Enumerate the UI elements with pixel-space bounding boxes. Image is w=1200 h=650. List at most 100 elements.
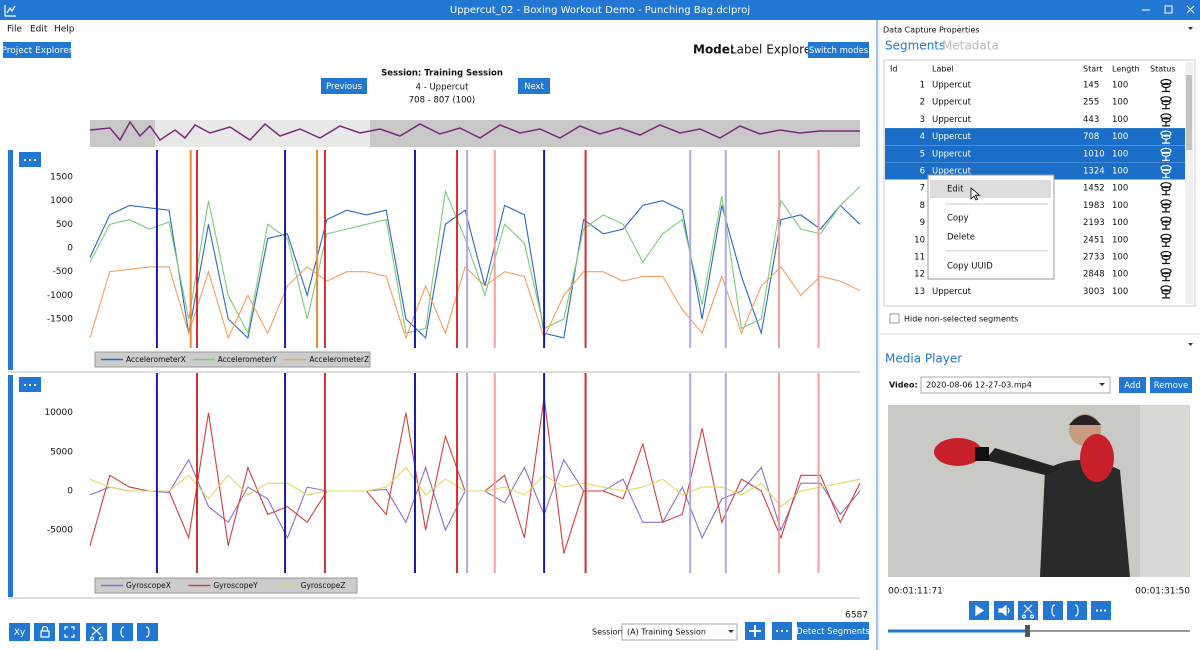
- brace-close-glyph: [145, 626, 150, 638]
- menu-item: File: [7, 25, 23, 35]
- cell-length: 100: [1112, 287, 1128, 297]
- brace-open-button[interactable]: [112, 623, 133, 641]
- status-icon: [1160, 233, 1172, 247]
- cell-label: Uppercut: [932, 132, 972, 142]
- seek-thumb[interactable]: [1025, 625, 1030, 637]
- xy-icon-label: Xy: [14, 628, 26, 638]
- detect-segments-button-label: Detect Segments: [796, 627, 870, 637]
- cell-id: 4: [920, 132, 925, 142]
- y-tick-label: -5000: [47, 526, 73, 536]
- more-icon: [1095, 609, 1107, 612]
- column-header: Id: [890, 65, 897, 74]
- cell-id: 2: [920, 98, 925, 108]
- status-glyph: [1162, 173, 1170, 179]
- previous-button-label: Previous: [326, 82, 362, 92]
- context-menu-label: Delete: [947, 233, 975, 243]
- menu-item: Edit: [30, 25, 48, 35]
- cell-id: 10: [914, 235, 925, 245]
- scissors-button[interactable]: [86, 623, 107, 641]
- time-total: 00:01:31:50: [1135, 587, 1190, 597]
- cut-button[interactable]: [1018, 601, 1038, 620]
- mark-in-button[interactable]: [1043, 601, 1063, 620]
- row-highlight[interactable]: [885, 145, 1185, 163]
- cell-id: 11: [914, 253, 925, 263]
- y-tick-label: 1000: [50, 196, 73, 206]
- scroll-thumb[interactable]: [1186, 75, 1192, 150]
- mouse-cursor: [970, 187, 981, 201]
- legend: [94, 351, 371, 368]
- status-glyph: [1162, 242, 1170, 247]
- mark-in-icon: [1051, 604, 1056, 617]
- chart-1-menu[interactable]: [19, 152, 41, 167]
- maximize[interactable]: [1164, 5, 1173, 14]
- add-video-button-label: Add: [1124, 381, 1140, 391]
- add-video-button[interactable]: [1119, 377, 1146, 393]
- more-dot: [1099, 609, 1103, 612]
- chart-2-menu[interactable]: [19, 377, 41, 392]
- previous-button[interactable]: [321, 78, 367, 94]
- hide-checkbox[interactable]: [889, 313, 900, 324]
- close[interactable]: [1186, 5, 1195, 14]
- status-glyph: [1160, 164, 1172, 172]
- status-glyph: [1162, 190, 1170, 196]
- y-tick-label: 500: [56, 220, 73, 230]
- switch-modes-button-label: Switch modes: [809, 46, 869, 56]
- session-name: Session: Training Session: [381, 69, 503, 79]
- detect-segments-button[interactable]: [797, 622, 869, 640]
- y-tick-label: -500: [53, 267, 74, 277]
- status-glyph: [1162, 293, 1170, 299]
- dropdown-arrow: [1099, 383, 1105, 386]
- brace-close-button[interactable]: [137, 623, 158, 641]
- status-glyph: [1160, 285, 1172, 292]
- window-title: Uppercut_02 - Boxing Workout Demo - Punc…: [450, 5, 750, 16]
- cut-glyph: [1022, 604, 1035, 619]
- xy-button[interactable]: [9, 623, 30, 641]
- status-icon: [1160, 113, 1172, 127]
- legend: [94, 577, 358, 594]
- status-icon: [1160, 268, 1172, 282]
- cell-length: 100: [1112, 149, 1128, 159]
- cell-id: 7: [920, 184, 925, 194]
- status-icon: [1160, 250, 1172, 265]
- menu-item: Help: [54, 25, 75, 35]
- remove-video-button-label: Remove: [1154, 381, 1189, 391]
- dropdown-arrow: [728, 630, 734, 633]
- switch-modes-button[interactable]: [808, 42, 869, 58]
- row-highlight[interactable]: [885, 128, 1185, 146]
- cell-length: 100: [1112, 235, 1128, 245]
- lock-glyph: [41, 625, 49, 631]
- cell-length: 100: [1112, 167, 1128, 177]
- cell-label: Uppercut: [932, 167, 972, 177]
- status-icon: [1160, 199, 1172, 213]
- status-icon: [1160, 182, 1172, 196]
- scissors-icon: [90, 626, 104, 641]
- cell-start: 255: [1083, 98, 1099, 108]
- cell-start: 708: [1083, 132, 1099, 142]
- overview-window[interactable]: [155, 120, 370, 147]
- brace-close-icon: [145, 626, 150, 638]
- context-menu-label: Copy: [947, 214, 969, 224]
- legend-label: AccelerometerZ: [309, 355, 369, 364]
- next-button[interactable]: [518, 78, 550, 94]
- remove-video-button[interactable]: [1150, 377, 1192, 393]
- video-select[interactable]: [920, 376, 1111, 394]
- expand-button[interactable]: [59, 623, 80, 641]
- session-select[interactable]: [621, 623, 738, 641]
- project-explorer-button[interactable]: [3, 42, 71, 58]
- cell-length: 100: [1112, 218, 1128, 228]
- mode-label: Mode:: [693, 43, 735, 57]
- status-glyph: [1160, 268, 1172, 275]
- pin-icon: [1188, 27, 1193, 30]
- cell-start: 2848: [1083, 270, 1105, 280]
- status-icon: [1160, 216, 1172, 230]
- signal-line: [89, 265, 861, 340]
- segment-range: 708 - 807 (100): [409, 96, 475, 106]
- lock-button[interactable]: [34, 623, 55, 641]
- volume-icon: [998, 604, 1010, 617]
- mark-out-button[interactable]: [1067, 601, 1087, 620]
- signal-line: [89, 186, 861, 335]
- next-button-label: Next: [524, 82, 544, 92]
- cell-start: 1983: [1083, 201, 1105, 211]
- charts: AccelerometerX AccelerometerY Acceleromete…: [76, 150, 861, 594]
